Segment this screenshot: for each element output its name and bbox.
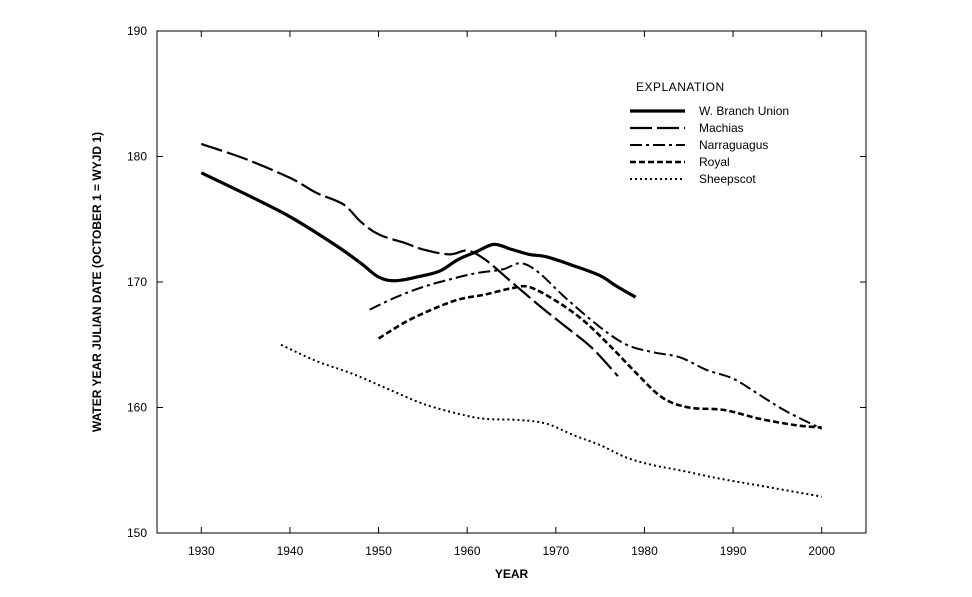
y-axis-ticks: 150 160 170 180 190 <box>127 24 866 540</box>
series-line-machias <box>200 142 619 377</box>
y-tick-label: 170 <box>127 275 147 289</box>
x-tick-label: 1970 <box>542 544 569 558</box>
series-line-royal <box>377 284 822 429</box>
x-tick-label: 1930 <box>188 544 215 558</box>
series-line-w-branch-union <box>200 171 637 299</box>
y-tick-label: 160 <box>127 401 147 415</box>
x-tick-label: 1960 <box>454 544 481 558</box>
series-line-sheepscot <box>280 343 822 498</box>
x-tick-label: 1990 <box>720 544 747 558</box>
x-tick-label: 1980 <box>631 544 658 558</box>
y-tick-label: 190 <box>127 24 147 38</box>
series-line-narraguagus <box>369 262 823 430</box>
y-tick-label: 150 <box>127 526 147 540</box>
x-tick-label: 1950 <box>365 544 392 558</box>
y-tick-label: 180 <box>127 150 147 164</box>
x-axis-ticks: 1930 1940 1950 1960 1970 1980 1990 2000 <box>188 31 835 558</box>
x-tick-label: 1940 <box>277 544 304 558</box>
legend-label-w-branch-union: W. Branch Union <box>699 104 789 118</box>
x-tick-label: 2000 <box>808 544 835 558</box>
legend-label-narraguagus: Narraguagus <box>699 138 768 152</box>
y-axis-title: WATER YEAR JULIAN DATE (OCTOBER 1 = WYJD… <box>90 132 104 432</box>
legend-label-royal: Royal <box>699 155 730 169</box>
legend-label-sheepscot: Sheepscot <box>699 172 756 186</box>
x-axis-title: YEAR <box>495 567 529 581</box>
legend: EXPLANATION W. Branch Union Machias Narrag… <box>630 80 789 186</box>
legend-title: EXPLANATION <box>636 80 725 94</box>
legend-label-machias: Machias <box>699 121 744 135</box>
series-lines <box>200 142 823 498</box>
